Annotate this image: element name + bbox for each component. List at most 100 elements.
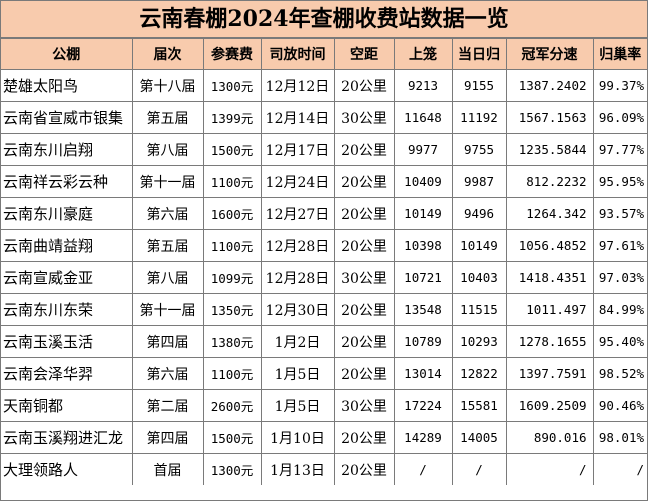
table-row: 云南宣威金亚 第八届 1099元 12月28日 30公里 10721 10403 1418.4… (1, 261, 647, 294)
loft-name-cell: 天南铜都 (1, 389, 133, 422)
distance-cell: 20公里 (333, 453, 395, 485)
champion-speed-cell: 1387.2402 (505, 69, 594, 102)
header-row: 公棚 届次 参赛费 司放时间 空距 上笼 当日归 冠军分速 归巢率 (1, 38, 647, 70)
champion-speed-cell: 1418.4351 (505, 261, 594, 294)
same-day-return-cell: 11515 (451, 293, 507, 326)
release-date-cell: 1月5日 (260, 357, 335, 390)
column-header-loft-name: 公棚 (1, 38, 133, 70)
loft-name-cell: 楚雄太阳鸟 (1, 69, 133, 102)
return-rate-cell: 96.09% (592, 101, 647, 134)
loft-name-cell: 云南东川豪庭 (1, 197, 133, 230)
table-row: 云南东川东荣 第十一届 1350元 12月30日 20公里 13548 11515 1011.… (1, 293, 647, 326)
session-cell: 第六届 (131, 357, 204, 390)
distance-cell: 20公里 (333, 133, 395, 166)
same-day-return-cell: 9987 (451, 165, 507, 198)
same-day-return-cell: 10403 (451, 261, 507, 294)
champion-speed-cell: 1264.342 (505, 197, 594, 230)
entry-fee-cell: 1100元 (202, 165, 262, 198)
champion-speed-cell: 812.2232 (505, 165, 594, 198)
table-row: 云南玉溪玉活 第四届 1380元 1月2日 20公里 10789 10293 1278.165… (1, 325, 647, 358)
return-rate-cell: 90.46% (592, 389, 647, 422)
return-rate-cell: 99.37% (592, 69, 647, 102)
loft-name-cell: 云南玉溪玉活 (1, 325, 133, 358)
same-day-return-cell: 15581 (451, 389, 507, 422)
loft-name-cell: 云南东川启翔 (1, 133, 133, 166)
birds-entered-cell: 10398 (393, 229, 453, 262)
release-date-cell: 12月12日 (260, 69, 335, 102)
column-header-return-rate: 归巢率 (592, 38, 647, 70)
same-day-return-cell: / (451, 453, 507, 485)
table-row: 楚雄太阳鸟 第十八届 1300元 12月12日 20公里 9213 9155 1387.240… (1, 69, 647, 102)
distance-cell: 20公里 (333, 293, 395, 326)
session-cell: 第十八届 (131, 69, 204, 102)
column-header-release-date: 司放时间 (260, 38, 335, 70)
entry-fee-cell: 1600元 (202, 197, 262, 230)
release-date-cell: 1月5日 (260, 389, 335, 422)
release-date-cell: 1月10日 (260, 421, 335, 454)
return-rate-cell: 84.99% (592, 293, 647, 326)
entry-fee-cell: 1500元 (202, 421, 262, 454)
release-date-cell: 12月28日 (260, 261, 335, 294)
session-cell: 第四届 (131, 421, 204, 454)
loft-name-cell: 云南曲靖益翔 (1, 229, 133, 262)
return-rate-cell: 97.77% (592, 133, 647, 166)
champion-speed-cell: 1011.497 (505, 293, 594, 326)
session-cell: 第五届 (131, 101, 204, 134)
table-row: 天南铜都 第二届 2600元 1月5日 30公里 17224 15581 1609.2509 9… (1, 389, 647, 422)
return-rate-cell: 98.01% (592, 421, 647, 454)
birds-entered-cell: 10789 (393, 325, 453, 358)
entry-fee-cell: 1099元 (202, 261, 262, 294)
column-header-birds-entered: 上笼 (393, 38, 453, 70)
champion-speed-cell: / (505, 453, 594, 485)
session-cell: 第二届 (131, 389, 204, 422)
distance-cell: 30公里 (333, 389, 395, 422)
table-row: 云南玉溪翔进汇龙 第四届 1500元 1月10日 20公里 14289 14005 890.0… (1, 421, 647, 454)
sheet-title: 云南春棚2024年查棚收费站数据一览 (1, 1, 647, 38)
loft-name-cell: 云南东川东荣 (1, 293, 133, 326)
same-day-return-cell: 9155 (451, 69, 507, 102)
loft-name-cell: 云南会泽华羿 (1, 357, 133, 390)
table-row: 云南会泽华羿 第六届 1100元 1月5日 20公里 13014 12822 1397.759… (1, 357, 647, 390)
column-header-champion-speed: 冠军分速 (505, 38, 594, 70)
same-day-return-cell: 11192 (451, 101, 507, 134)
session-cell: 第八届 (131, 261, 204, 294)
loft-name-cell: 云南省宣威市银集 (1, 101, 133, 134)
return-rate-cell: 97.61% (592, 229, 647, 262)
distance-cell: 20公里 (333, 325, 395, 358)
champion-speed-cell: 1397.7591 (505, 357, 594, 390)
entry-fee-cell: 1300元 (202, 69, 262, 102)
same-day-return-cell: 10149 (451, 229, 507, 262)
session-cell: 第六届 (131, 197, 204, 230)
champion-speed-cell: 1278.1655 (505, 325, 594, 358)
release-date-cell: 1月2日 (260, 325, 335, 358)
birds-entered-cell: / (393, 453, 453, 485)
session-cell: 第八届 (131, 133, 204, 166)
release-date-cell: 12月28日 (260, 229, 335, 262)
column-header-session: 届次 (131, 38, 204, 70)
champion-speed-cell: 1235.5844 (505, 133, 594, 166)
birds-entered-cell: 17224 (393, 389, 453, 422)
same-day-return-cell: 10293 (451, 325, 507, 358)
birds-entered-cell: 10149 (393, 197, 453, 230)
column-header-same-day-return: 当日归 (451, 38, 507, 70)
entry-fee-cell: 1300元 (202, 453, 262, 485)
entry-fee-cell: 1100元 (202, 229, 262, 262)
return-rate-cell: 95.40% (592, 325, 647, 358)
column-header-entry-fee: 参赛费 (202, 38, 262, 70)
loft-name-cell: 大理领路人 (1, 453, 133, 485)
distance-cell: 20公里 (333, 69, 395, 102)
birds-entered-cell: 11648 (393, 101, 453, 134)
birds-entered-cell: 13548 (393, 293, 453, 326)
table-row: 云南东川豪庭 第六届 1600元 12月27日 20公里 10149 9496 1264.34… (1, 197, 647, 230)
birds-entered-cell: 14289 (393, 421, 453, 454)
loft-name-cell: 云南宣威金亚 (1, 261, 133, 294)
entry-fee-cell: 1500元 (202, 133, 262, 166)
loft-name-cell: 云南祥云彩云种 (1, 165, 133, 198)
release-date-cell: 12月14日 (260, 101, 335, 134)
birds-entered-cell: 9977 (393, 133, 453, 166)
champion-speed-cell: 890.016 (505, 421, 594, 454)
distance-cell: 20公里 (333, 229, 395, 262)
session-cell: 第十一届 (131, 293, 204, 326)
entry-fee-cell: 1100元 (202, 357, 262, 390)
